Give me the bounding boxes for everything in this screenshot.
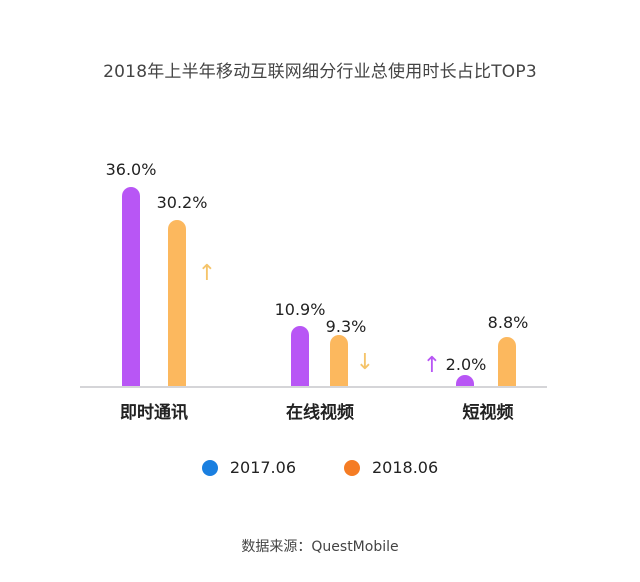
category-label: 即时通讯 — [120, 403, 188, 423]
bar-2018-video — [330, 335, 348, 386]
bar-2017-im — [122, 187, 140, 386]
data-source: 数据来源：QuestMobile — [241, 539, 399, 555]
category-label: 短视频 — [462, 403, 514, 423]
legend-dot-icon — [201, 459, 218, 476]
legend-label: 2018.06 — [372, 458, 439, 477]
legend-item-2017: 2017.06 — [201, 458, 296, 477]
bar-2017-video — [291, 326, 309, 386]
legend: 2017.06 2018.06 — [0, 458, 640, 477]
bar-2017-short-video — [456, 375, 474, 386]
x-axis-baseline — [80, 386, 547, 388]
value-label: 9.3% — [325, 317, 367, 336]
category-label: 在线视频 — [286, 403, 354, 423]
bar-2018-im — [168, 220, 186, 386]
chart-title: 2018年上半年移动互联网细分行业总使用时长占比TOP3 — [103, 62, 537, 82]
value-label: 2.0% — [445, 355, 487, 374]
value-label: 8.8% — [487, 313, 529, 332]
legend-label: 2017.06 — [229, 458, 296, 477]
bar-2018-short-video — [498, 337, 516, 386]
value-label: 30.2% — [156, 193, 208, 212]
value-label: 10.9% — [274, 300, 326, 319]
value-label: 36.0% — [105, 160, 157, 179]
up-arrow-icon: ↑ — [197, 261, 217, 286]
up-arrow-icon: ↑ — [422, 353, 442, 378]
legend-item-2018: 2018.06 — [344, 458, 438, 477]
down-arrow-icon: ↓ — [355, 350, 375, 375]
legend-dot-icon — [344, 459, 360, 476]
